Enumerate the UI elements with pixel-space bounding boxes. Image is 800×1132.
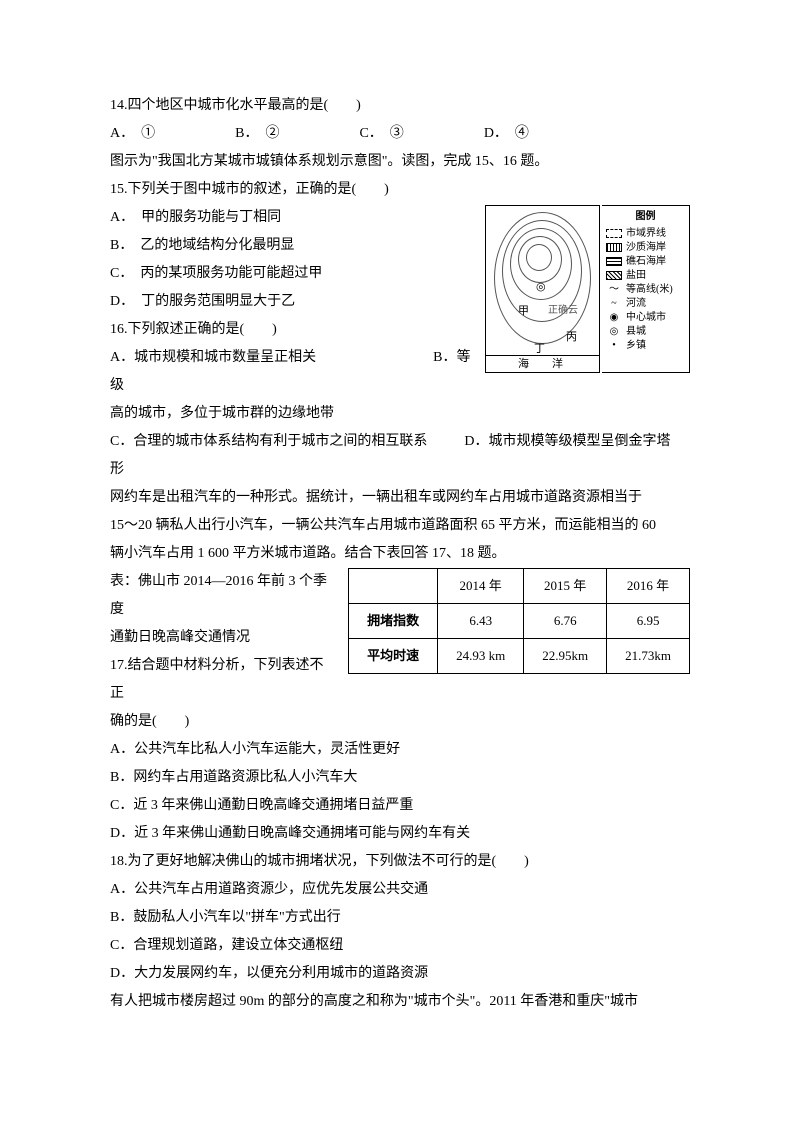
r1c0: 拥堵指数: [349, 604, 438, 639]
map-figure: 甲 ◎ 丙 丁 正确云 海 洋 图例 市域界线 沙质海岸 礁石海岸 盐田 ～等高…: [485, 205, 690, 373]
table-row-1: 拥堵指数 6.43 6.76 6.95: [349, 604, 690, 639]
map-label-bing: 丙: [566, 326, 577, 348]
q15-stem: 15.下列关于图中城市的叙述，正确的是( ): [110, 176, 690, 204]
th-2014: 2014 年: [438, 569, 524, 604]
q14-stem: 14.四个地区中城市化水平最高的是( ): [110, 92, 690, 120]
q17-opt-b[interactable]: B．网约车占用道路资源比私人小汽车大: [110, 764, 690, 792]
q14-options: A． ① B． ② C． ③ D． ④: [110, 120, 690, 148]
p2-l2: 15～20 辆私人出行小汽车，一辆公共汽车占用城市道路面积 65 平方米，而运能…: [110, 512, 690, 540]
q16-opt-d-post[interactable]: 形: [110, 456, 690, 484]
legend-i0: 市域界线: [626, 227, 666, 240]
q16-opt-b-post[interactable]: 高的城市，多位于城市群的边缘地带: [110, 400, 690, 428]
map-label-yi: ◎: [536, 276, 546, 298]
q14-opt-b[interactable]: B． ②: [235, 120, 279, 148]
r2c3: 21.73km: [607, 639, 690, 674]
map-graphic: 甲 ◎ 丙 丁 正确云 海 洋: [485, 205, 600, 373]
traffic-table: 2014 年 2015 年 2016 年 拥堵指数 6.43 6.76 6.95…: [348, 568, 690, 674]
figure1-intro: 图示为"我国北方某城市城镇体系规划示意图"。读图，完成 15、16 题。: [110, 148, 690, 176]
q18-opt-b[interactable]: B．鼓励私人小汽车以"拼车"方式出行: [110, 904, 690, 932]
q16-opt-a[interactable]: A．城市规模和城市数量呈正相关: [110, 350, 316, 365]
q14-opt-d[interactable]: D． ④: [484, 120, 529, 148]
r1c2: 6.76: [524, 604, 607, 639]
map-sea-label: 海 洋: [486, 355, 600, 372]
table-caption-l1: 表：佛山市 2014—2016 年前 3 个季度: [110, 568, 336, 624]
r1c3: 6.95: [607, 604, 690, 639]
legend-i1: 沙质海岸: [626, 241, 666, 254]
legend-i7: 县城: [626, 325, 646, 338]
q17-stem-pre: 17.结合题中材料分析，下列表述不正: [110, 652, 336, 708]
legend-i2: 礁石海岸: [626, 255, 666, 268]
tail-paragraph: 有人把城市楼房超过 90m 的部分的高度之和称为"城市个头"。2011 年香港和…: [110, 988, 690, 1016]
r2c2: 22.95km: [524, 639, 607, 674]
legend-i8: 乡镇: [626, 339, 646, 352]
q17-opt-a[interactable]: A．公共汽车比私人小汽车运能大，灵活性更好: [110, 736, 690, 764]
table-row-2: 平均时速 24.93 km 22.95km 21.73km: [349, 639, 690, 674]
q16-opt-d-pre[interactable]: D．城市规模等级模型呈倒金字塔: [464, 434, 670, 449]
q17-opt-c[interactable]: C．近 3 年来佛山通勤日晚高峰交通拥堵日益严重: [110, 792, 690, 820]
map-watermark: 正确云: [548, 301, 578, 321]
q16-opt-cd: C．合理的城市体系结构有利于城市之间的相互联系 D．城市规模等级模型呈倒金字塔: [110, 428, 690, 456]
table-caption-l2: 通勤日晚高峰交通情况: [110, 624, 336, 652]
q17-opt-d[interactable]: D．近 3 年来佛山通勤日晚高峰交通拥堵可能与网约车有关: [110, 820, 690, 848]
q18-opt-c[interactable]: C．合理规划道路，建设立体交通枢纽: [110, 932, 690, 960]
table-row-head: 2014 年 2015 年 2016 年: [349, 569, 690, 604]
q14-opt-c[interactable]: C． ③: [359, 120, 403, 148]
p2-l3: 辆小汽车占用 1 600 平方米城市道路。结合下表回答 17、18 题。: [110, 540, 690, 568]
q14-opt-a[interactable]: A． ①: [110, 120, 155, 148]
legend-i6: 中心城市: [626, 311, 666, 324]
legend-i5: 河流: [626, 297, 646, 310]
p2-l1: 网约车是出租汽车的一种形式。据统计，一辆出租车或网约车占用城市道路资源相当于: [110, 484, 690, 512]
th-2015: 2015 年: [524, 569, 607, 604]
legend-i4: 等高线(米): [626, 283, 673, 296]
q18-opt-a[interactable]: A．公共汽车占用道路资源少，应优先发展公共交通: [110, 876, 690, 904]
legend-title: 图例: [606, 210, 685, 223]
map-label-jia: 甲: [518, 300, 529, 322]
map-legend: 图例 市域界线 沙质海岸 礁石海岸 盐田 ～等高线(米) ~河流 ◉中心城市 ◎…: [602, 205, 690, 373]
r2c1: 24.93 km: [438, 639, 524, 674]
th-blank: [349, 569, 438, 604]
r2c0: 平均时速: [349, 639, 438, 674]
r1c1: 6.43: [438, 604, 524, 639]
q17-stem-post: 确的是( ): [110, 708, 690, 736]
q18-opt-d[interactable]: D．大力发展网约车，以便充分利用城市的道路资源: [110, 960, 690, 988]
q16-opt-c[interactable]: C．合理的城市体系结构有利于城市之间的相互联系: [110, 434, 427, 449]
th-2016: 2016 年: [607, 569, 690, 604]
q18-stem: 18.为了更好地解决佛山的城市拥堵状况，下列做法不可行的是( ): [110, 848, 690, 876]
legend-i3: 盐田: [626, 269, 646, 282]
